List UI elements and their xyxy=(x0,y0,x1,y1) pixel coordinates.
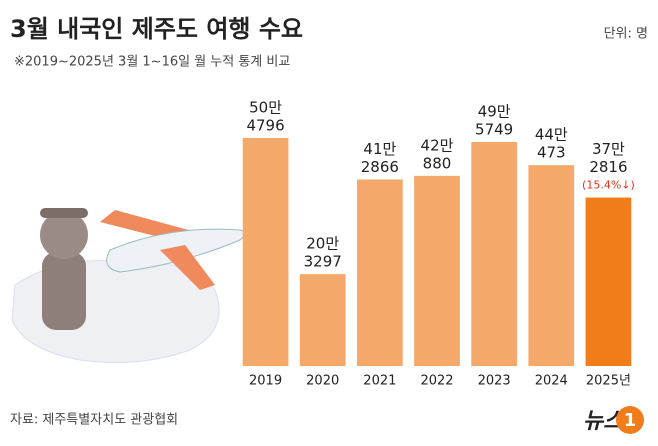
value-label: 880 xyxy=(423,154,452,172)
value-label: 44만 xyxy=(535,126,568,144)
value-label: 2816 xyxy=(589,158,627,176)
x-tick-label: 2024 xyxy=(535,374,568,389)
source: 자료: 제주특별자치도 관광협회 xyxy=(10,413,178,428)
chart-title: 3월 내국인 제주도 여행 수요 xyxy=(10,15,303,43)
bar xyxy=(585,197,632,366)
statue-body xyxy=(42,252,86,330)
illustration xyxy=(11,208,246,363)
x-tick-label: 2022 xyxy=(420,374,453,389)
value-label: 20만 xyxy=(306,235,339,253)
x-tick-label: 2019 xyxy=(249,374,282,389)
value-label: 49만 xyxy=(478,103,511,121)
value-label: 5749 xyxy=(475,121,513,139)
value-label: 50만 xyxy=(249,98,282,116)
bar xyxy=(357,179,403,366)
value-label: 37만 xyxy=(592,140,625,158)
x-tick-label: 2023 xyxy=(478,374,511,389)
value-label: 41만 xyxy=(363,140,396,158)
x-tick-label: 2020 xyxy=(306,374,339,389)
subtitle: ※2019~2025년 3월 1~16일 월 누적 통계 비교 xyxy=(14,55,290,70)
statue-hat xyxy=(40,208,88,218)
value-label: 42만 xyxy=(421,136,454,154)
bar xyxy=(471,142,517,366)
bar xyxy=(414,175,460,366)
statue-head xyxy=(40,211,88,259)
bar xyxy=(528,165,575,366)
value-label: 2866 xyxy=(361,158,399,176)
value-label: 3297 xyxy=(304,253,342,271)
bar xyxy=(299,274,346,366)
x-tick-label: 2021 xyxy=(363,374,396,389)
x-tick-label: 2025년 xyxy=(586,374,631,389)
bar xyxy=(242,137,289,366)
logo-number: 1 xyxy=(624,410,637,431)
value-label: 4796 xyxy=(246,116,284,134)
plane-wing xyxy=(160,245,215,290)
annotation: (15.4%↓) xyxy=(582,179,635,192)
logo-circle xyxy=(616,406,644,434)
value-label: 473 xyxy=(537,144,566,162)
unit: 단위: 명 xyxy=(604,27,648,42)
